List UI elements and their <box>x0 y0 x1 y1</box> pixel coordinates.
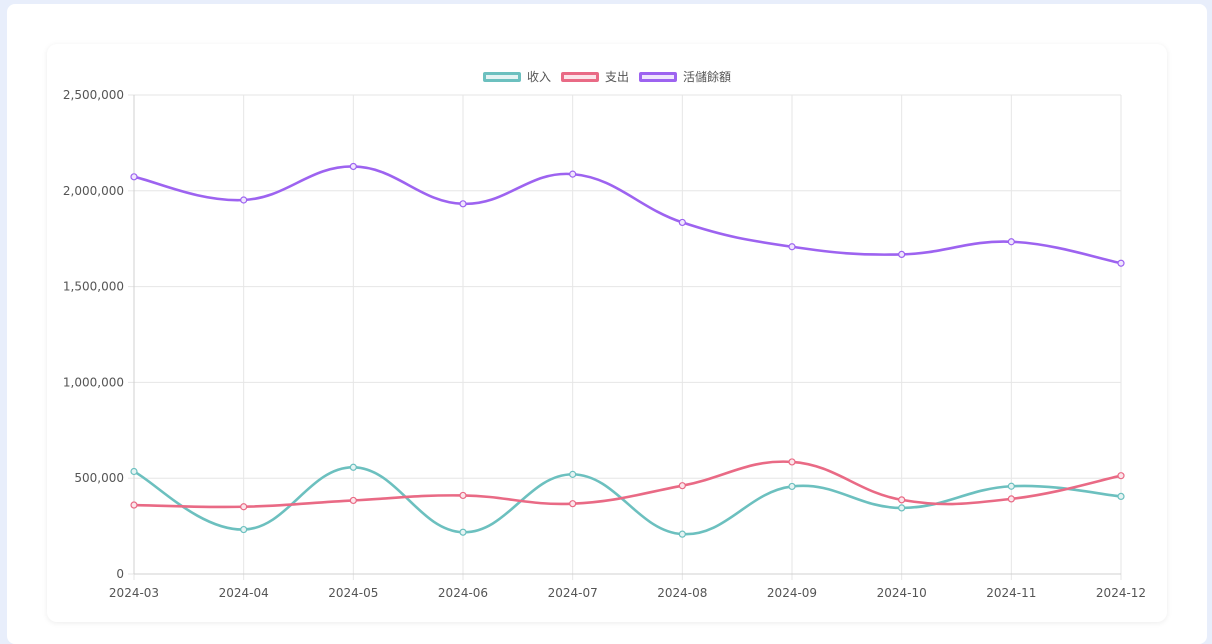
income-point <box>898 504 906 512</box>
expense-point <box>1117 472 1125 480</box>
legend-item-income[interactable]: 收入 <box>482 68 551 85</box>
y-tick-label: 0 <box>116 567 124 581</box>
y-tick-label: 2,000,000 <box>63 184 124 198</box>
x-tick-label: 2024-07 <box>548 586 598 600</box>
y-tick-label: 1,500,000 <box>63 280 124 294</box>
x-tick-label: 2024-09 <box>767 586 817 600</box>
x-tick-label: 2024-05 <box>328 586 378 600</box>
chart-legend: 收入 支出 活儲餘額 <box>47 68 1167 85</box>
income-point <box>1007 482 1015 490</box>
balance-point <box>788 243 796 251</box>
x-tick-label: 2024-12 <box>1096 586 1146 600</box>
balance-point <box>678 218 686 227</box>
balance-point <box>1007 238 1015 246</box>
expense-point <box>788 458 796 466</box>
income-point <box>569 470 577 478</box>
x-tick-label: 2024-04 <box>219 586 269 600</box>
y-tick-label: 500,000 <box>74 471 124 485</box>
income-point <box>349 463 357 471</box>
income-point <box>459 528 467 536</box>
balance-point <box>1117 259 1125 267</box>
balance-line <box>133 165 1122 265</box>
x-tick-label: 2024-06 <box>438 586 488 600</box>
y-tick-label: 1,000,000 <box>63 375 124 389</box>
expense-point <box>459 491 467 500</box>
y-tick-label: 2,500,000 <box>63 88 124 102</box>
balance-point <box>240 196 248 204</box>
balance-point <box>459 200 467 208</box>
expense-point <box>569 500 577 508</box>
legend-swatch-expense <box>560 71 599 82</box>
expense-point <box>678 482 686 490</box>
legend-swatch-balance <box>639 71 677 82</box>
legend-item-balance[interactable]: 活儲餘額 <box>639 68 731 85</box>
income-point <box>788 482 796 491</box>
page-background: 收入 支出 活儲餘額 0 500,000 1,000,000 1,500,000 2,0… <box>7 4 1207 644</box>
expense-point <box>349 496 357 505</box>
income-point <box>130 467 138 476</box>
expense-point <box>1007 495 1015 503</box>
expense-point <box>240 503 248 511</box>
balance-point <box>898 250 906 259</box>
balance-point <box>130 173 138 181</box>
legend-label-balance: 活儲餘額 <box>683 70 732 84</box>
chart-card: 收入 支出 活儲餘額 0 500,000 1,000,000 1,500,000 2,0… <box>47 44 1167 622</box>
x-tick-label: 2024-03 <box>109 586 159 600</box>
legend-label-expense: 支出 <box>604 70 629 84</box>
expense-point <box>898 496 906 504</box>
income-line <box>133 465 1122 536</box>
legend-label-income: 收入 <box>526 70 551 84</box>
expense-point <box>130 501 138 509</box>
income-point <box>1117 492 1125 501</box>
x-tick-label: 2024-10 <box>877 586 927 600</box>
income-point <box>240 525 248 534</box>
balance-point <box>569 170 577 178</box>
x-tick-label: 2024-11 <box>986 586 1036 600</box>
legend-item-expense[interactable]: 支出 <box>560 68 629 85</box>
line-chart: 0 500,000 1,000,000 1,500,000 2,000,000 2,500… <box>63 88 1146 600</box>
x-tick-label: 2024-08 <box>657 586 707 600</box>
legend-swatch-income <box>482 71 521 82</box>
expense-line <box>133 460 1122 509</box>
income-point <box>678 530 686 538</box>
balance-point <box>349 162 357 171</box>
